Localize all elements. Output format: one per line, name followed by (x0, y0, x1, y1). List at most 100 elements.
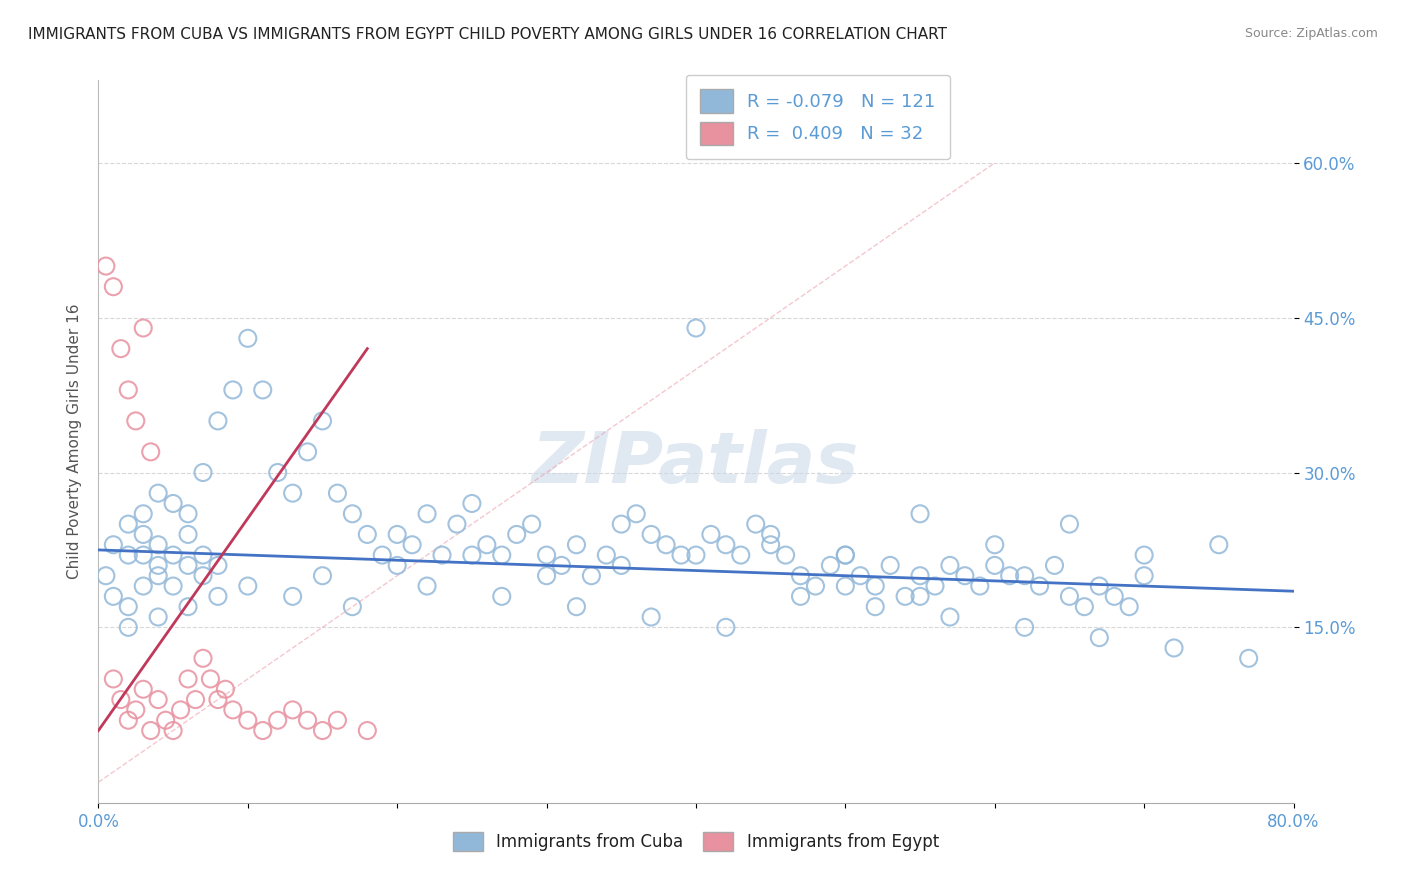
Point (148, 568, 170, 582)
Point (207, 558, 229, 573)
Point (222, 703, 245, 717)
Point (849, 568, 872, 582)
Point (252, 383, 274, 397)
Point (207, 414, 229, 428)
Point (969, 579, 991, 593)
Point (565, 538, 588, 552)
Point (162, 548, 184, 562)
Point (207, 692, 229, 706)
Point (475, 538, 498, 552)
Point (894, 590, 917, 604)
Point (148, 610, 170, 624)
Point (461, 548, 484, 562)
Point (356, 723, 378, 738)
Point (655, 538, 678, 552)
Point (326, 713, 349, 727)
Point (177, 558, 200, 573)
Point (610, 558, 633, 573)
Point (998, 568, 1021, 582)
Point (491, 548, 513, 562)
Point (132, 682, 155, 697)
Point (730, 548, 752, 562)
Point (685, 321, 707, 335)
Point (371, 548, 394, 562)
Point (700, 527, 723, 541)
Point (759, 538, 782, 552)
Point (775, 548, 797, 562)
Point (342, 599, 364, 614)
Point (148, 558, 170, 573)
Point (191, 548, 214, 562)
Point (669, 548, 692, 562)
Point (685, 548, 707, 562)
Point (640, 527, 662, 541)
Point (236, 713, 259, 727)
Point (191, 651, 214, 665)
Point (536, 568, 558, 582)
Point (520, 517, 543, 532)
Point (281, 703, 304, 717)
Point (200, 672, 222, 686)
Point (117, 713, 139, 727)
Point (125, 703, 148, 717)
Point (342, 507, 364, 521)
Point (745, 517, 768, 532)
Y-axis label: Child Poverty Among Girls Under 16: Child Poverty Among Girls Under 16 (66, 304, 82, 579)
Point (565, 599, 588, 614)
Point (139, 723, 162, 738)
Point (939, 610, 962, 624)
Point (94, 568, 117, 582)
Point (984, 538, 1007, 552)
Point (834, 548, 856, 562)
Point (1088, 579, 1111, 593)
Point (385, 558, 409, 573)
Point (117, 383, 139, 397)
Point (1133, 548, 1156, 562)
Point (865, 579, 887, 593)
Point (191, 466, 214, 480)
Point (177, 672, 200, 686)
Point (908, 507, 931, 521)
Point (865, 599, 887, 614)
Point (1104, 590, 1126, 604)
Point (117, 548, 139, 562)
Point (506, 527, 529, 541)
Point (162, 723, 184, 738)
Text: Source: ZipAtlas.com: Source: ZipAtlas.com (1244, 27, 1378, 40)
Point (132, 579, 155, 593)
Point (132, 548, 155, 562)
Point (155, 713, 177, 727)
Point (1043, 558, 1066, 573)
Point (610, 517, 633, 532)
Point (446, 517, 468, 532)
Point (1237, 651, 1260, 665)
Point (385, 527, 409, 541)
Point (117, 517, 139, 532)
Point (1088, 631, 1111, 645)
Point (626, 507, 648, 521)
Point (430, 548, 453, 562)
Point (177, 527, 200, 541)
Legend: Immigrants from Cuba, Immigrants from Egypt: Immigrants from Cuba, Immigrants from Eg… (444, 823, 948, 860)
Point (804, 579, 827, 593)
Point (1208, 538, 1230, 552)
Point (326, 486, 349, 500)
Point (401, 538, 423, 552)
Text: IMMIGRANTS FROM CUBA VS IMMIGRANTS FROM EGYPT CHILD POVERTY AMONG GIRLS UNDER 16: IMMIGRANTS FROM CUBA VS IMMIGRANTS FROM … (28, 27, 948, 42)
Point (236, 331, 259, 345)
Point (103, 538, 125, 552)
Point (162, 496, 184, 510)
Point (252, 723, 274, 738)
Point (311, 568, 333, 582)
Point (595, 548, 617, 562)
Point (207, 590, 229, 604)
Point (148, 538, 170, 552)
Point (162, 579, 184, 593)
Point (416, 579, 439, 593)
Point (177, 599, 200, 614)
Point (536, 548, 558, 562)
Point (103, 279, 125, 293)
Point (759, 527, 782, 541)
Point (132, 507, 155, 521)
Point (125, 414, 148, 428)
